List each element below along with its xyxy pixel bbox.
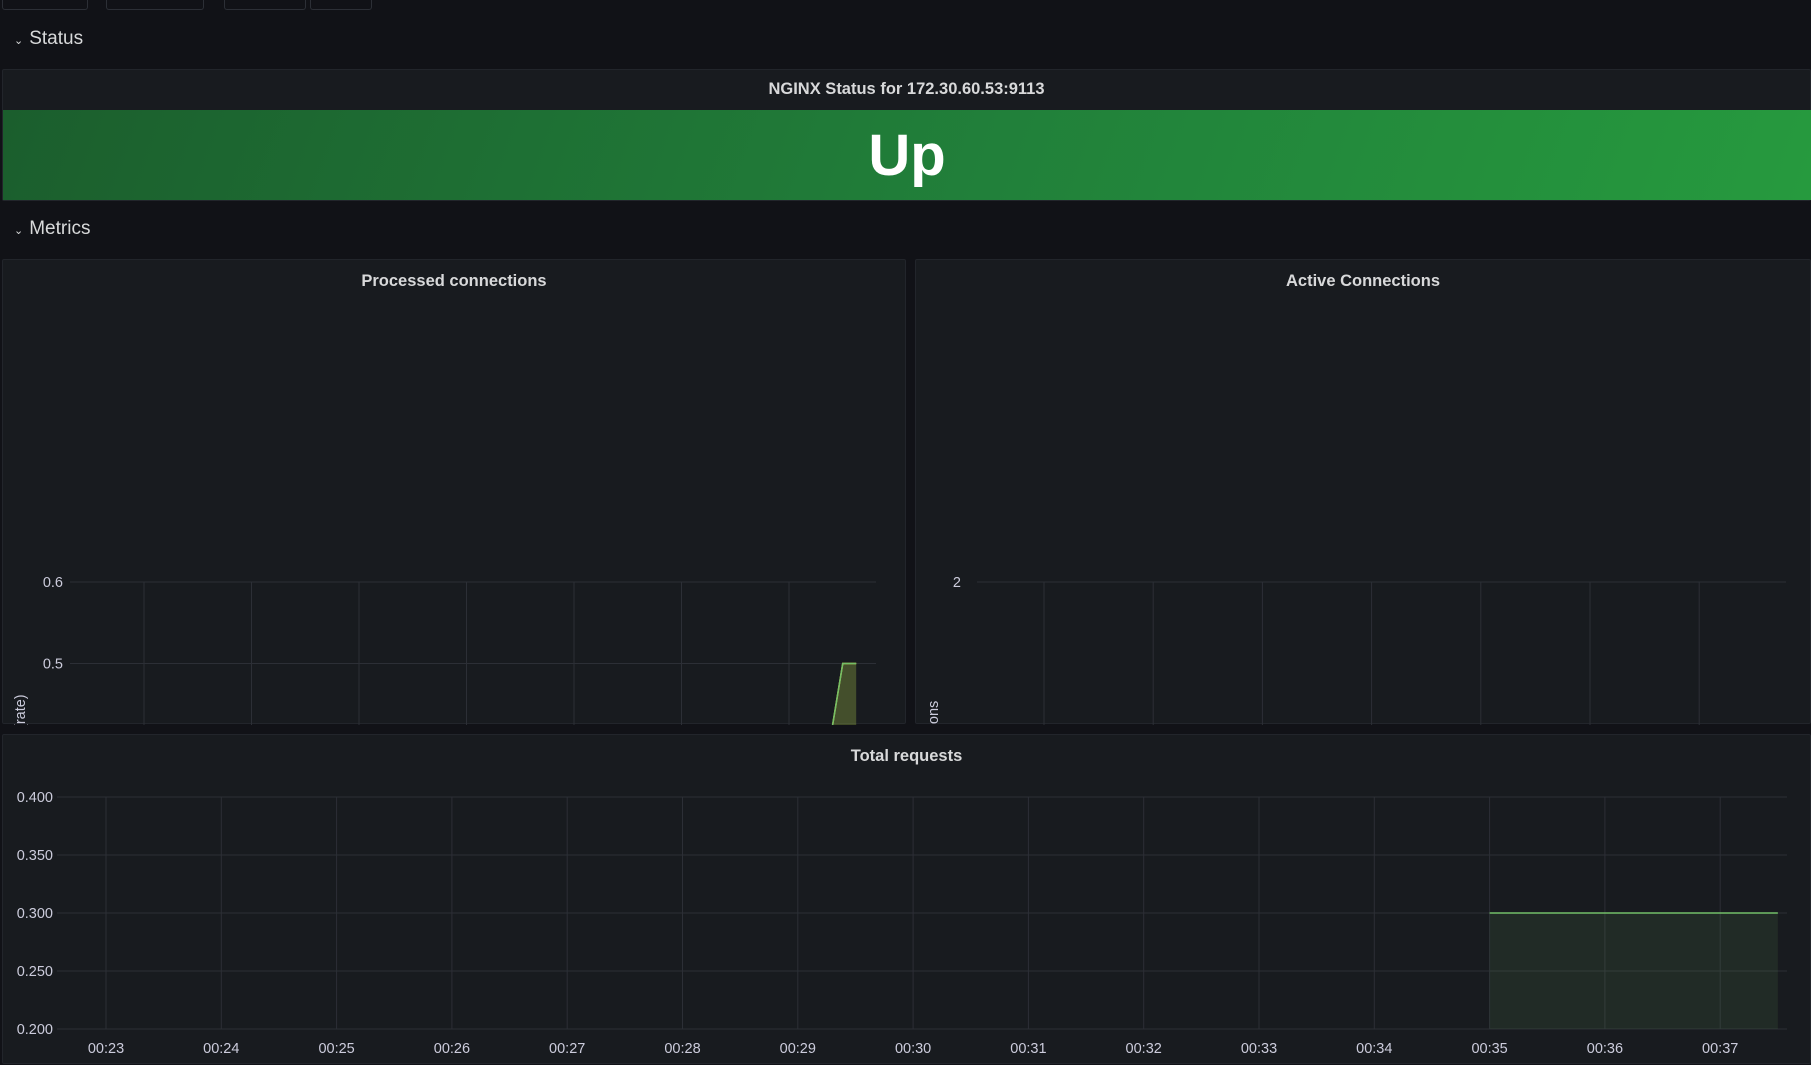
row-title-metrics: Metrics bbox=[29, 218, 90, 240]
y-axis-label: Connections bbox=[926, 701, 942, 725]
y-tick-label: 0.250 bbox=[17, 964, 53, 980]
y-tick-label: 2 bbox=[953, 575, 961, 591]
x-tick-label: 00:33 bbox=[1241, 1041, 1277, 1057]
processed-connections-chart: 0.60.50.40.30.200:2400:2600:2800:3000:32… bbox=[3, 260, 907, 725]
toolbar-button-2[interactable] bbox=[106, 0, 204, 10]
chevron-down-icon: ⌄ bbox=[14, 224, 23, 237]
x-tick-label: 00:31 bbox=[1010, 1041, 1046, 1057]
row-header-status[interactable]: ⌄ Status bbox=[14, 27, 83, 51]
x-tick-label: 00:23 bbox=[88, 1041, 124, 1057]
y-tick-label: 0.200 bbox=[17, 1022, 53, 1038]
active-connections-panel[interactable]: Active Connections 21000:2400:2600:2800:… bbox=[915, 259, 1811, 724]
x-tick-label: 00:30 bbox=[895, 1041, 931, 1057]
y-tick-label: 0.6 bbox=[43, 575, 63, 591]
x-tick-label: 00:25 bbox=[318, 1041, 354, 1057]
y-tick-label: 0.350 bbox=[17, 848, 53, 864]
processed-connections-panel[interactable]: Processed connections 0.60.50.40.30.200:… bbox=[2, 259, 906, 724]
y-tick-label: 0.5 bbox=[43, 657, 63, 673]
x-tick-label: 00:37 bbox=[1702, 1041, 1738, 1057]
x-tick-label: 00:35 bbox=[1471, 1041, 1507, 1057]
row-title-status: Status bbox=[29, 28, 83, 50]
x-tick-label: 00:24 bbox=[203, 1041, 239, 1057]
y-axis-label: Connections (rate) bbox=[13, 694, 29, 725]
toolbar-button-3[interactable] bbox=[224, 0, 306, 10]
x-tick-label: 00:36 bbox=[1587, 1041, 1623, 1057]
status-value: Up bbox=[868, 122, 945, 189]
series-area bbox=[1490, 913, 1778, 1029]
y-tick-label: 0.400 bbox=[17, 790, 53, 806]
x-tick-label: 00:26 bbox=[434, 1041, 470, 1057]
y-tick-label: 0.300 bbox=[17, 906, 53, 922]
status-value-band: Up bbox=[3, 110, 1811, 200]
toolbar-button-4[interactable] bbox=[310, 0, 372, 10]
x-tick-label: 00:29 bbox=[780, 1041, 816, 1057]
row-header-metrics[interactable]: ⌄ Metrics bbox=[14, 217, 90, 241]
total-requests-chart: 0.400 0.350 0.300 0.250 0.200 00:23 00:24 00:25… bbox=[3, 735, 1811, 1065]
x-tick-label: 00:28 bbox=[664, 1041, 700, 1057]
toolbar-button-1[interactable] bbox=[2, 0, 88, 10]
status-panel-title: NGINX Status for 172.30.60.53:9113 bbox=[3, 70, 1810, 108]
active-connections-chart: 21000:2400:2600:2800:3000:3200:3400:36Co… bbox=[916, 260, 1811, 725]
x-tick-label: 00:32 bbox=[1126, 1041, 1162, 1057]
x-tick-label: 00:27 bbox=[549, 1041, 585, 1057]
x-tick-label: 00:34 bbox=[1356, 1041, 1392, 1057]
chevron-down-icon: ⌄ bbox=[14, 34, 23, 47]
